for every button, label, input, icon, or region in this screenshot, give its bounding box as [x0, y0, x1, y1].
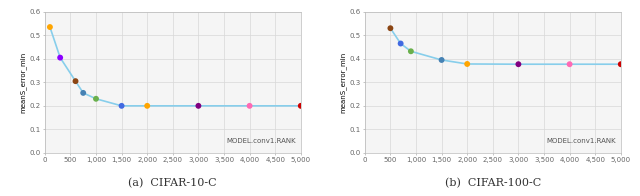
Point	[616, 63, 626, 66]
Point	[45, 25, 55, 29]
Text: (b)  CIFAR-100-C: (b) CIFAR-100-C	[445, 178, 541, 188]
Point	[564, 63, 575, 66]
Y-axis label: meanS_error_min: meanS_error_min	[20, 52, 27, 113]
Point	[396, 42, 406, 45]
Point	[116, 104, 127, 107]
Point	[91, 97, 101, 100]
Point	[513, 63, 524, 66]
Point	[244, 104, 255, 107]
Point	[78, 91, 88, 94]
Text: MODEL.conv1.RANK: MODEL.conv1.RANK	[546, 138, 616, 144]
Point	[436, 58, 447, 62]
Point	[193, 104, 204, 107]
Point	[55, 56, 65, 59]
Point	[142, 104, 152, 107]
Point	[406, 50, 416, 53]
Point	[385, 27, 396, 30]
Point	[70, 80, 81, 83]
Text: (a)  CIFAR-10-C: (a) CIFAR-10-C	[129, 178, 217, 188]
Point	[462, 62, 472, 65]
Y-axis label: meanS_error_min: meanS_error_min	[340, 52, 347, 113]
Point	[296, 104, 306, 107]
Text: MODEL.conv1.RANK: MODEL.conv1.RANK	[226, 138, 296, 144]
